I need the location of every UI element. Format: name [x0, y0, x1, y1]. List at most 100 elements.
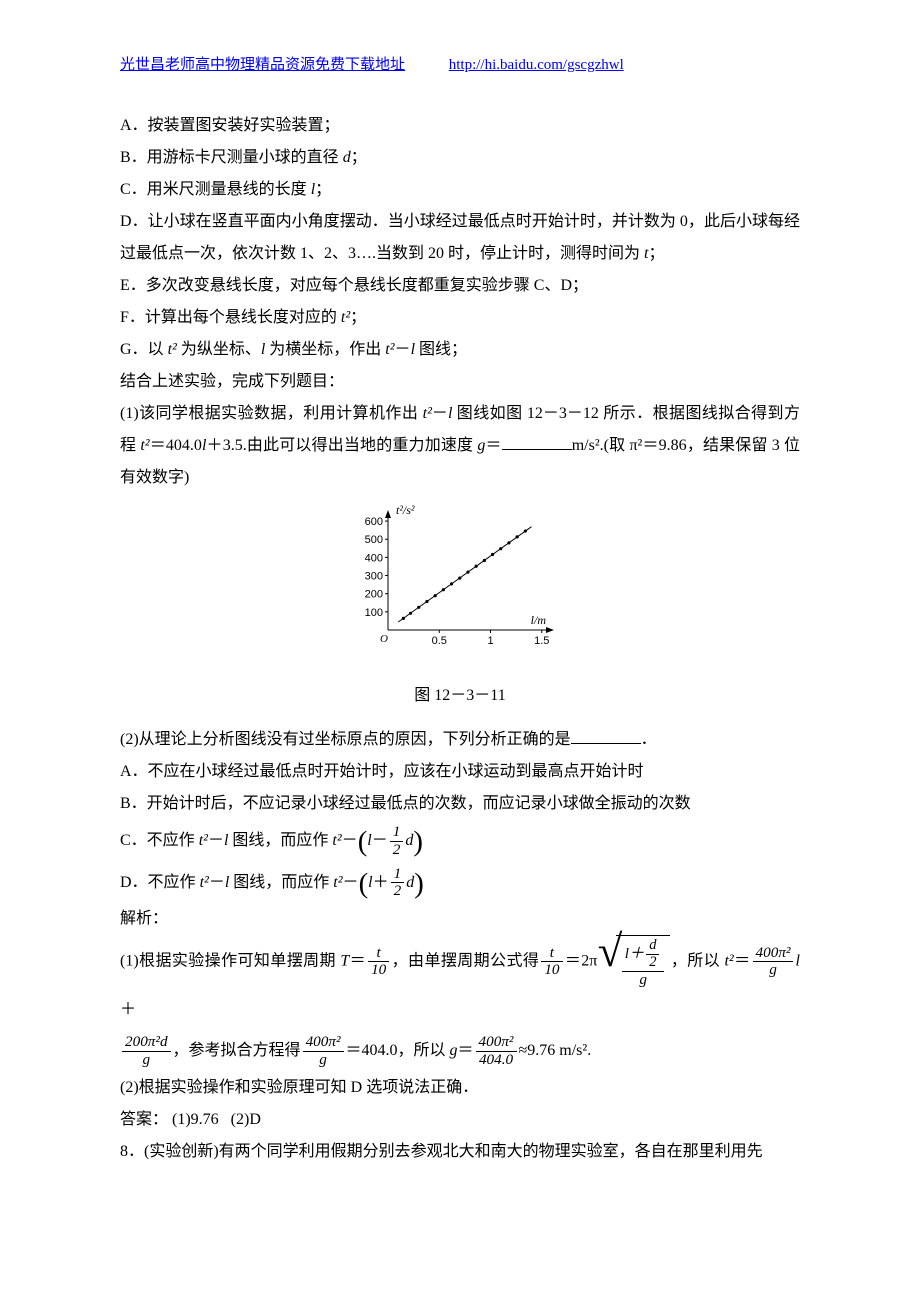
frac-ld2g: l＋d2g — [622, 938, 665, 988]
q1-t2: t² — [423, 405, 432, 422]
den: 2 — [646, 955, 659, 971]
frac-400-404: 400π²404.0 — [476, 1034, 517, 1068]
sol-eq2: ＝2π — [565, 953, 598, 970]
chart-caption: 图 12－3－11 — [120, 680, 800, 712]
q8: 8．(实验创新)有两个同学利用假期分别去参观北大和南大的物理实验室，各自在那里利… — [120, 1136, 800, 1168]
sol-so: ，所以 — [670, 953, 724, 970]
num: 400π² — [303, 1034, 344, 1052]
num: 400π² — [753, 945, 794, 963]
svg-text:1.5: 1.5 — [534, 635, 549, 647]
q2d-t2: t² — [200, 874, 209, 891]
q2-d-pre: D．不应作 — [120, 874, 200, 891]
solution-p3: (2)根据实验操作和实验原理可知 D 选项说法正确． — [120, 1072, 800, 1104]
var-t2-g2: t² — [385, 341, 394, 358]
page-header: 光世昌老师高中物理精品资源免费下载地址 http://hi.baidu.com/… — [120, 50, 800, 80]
step-c-post: ； — [315, 181, 331, 198]
q1: (1)该同学根据实验数据，利用计算机作出 t²－l 图线如图 12－3－12 所… — [120, 398, 800, 494]
frac-t10: t10 — [368, 945, 389, 979]
step-d-post: ； — [648, 245, 664, 262]
step-g-mid2: 为横坐标，作出 — [265, 341, 385, 358]
step-c: C．用米尺测量悬线的长度 l； — [120, 174, 800, 206]
q2-blank — [571, 727, 641, 744]
svg-text:100: 100 — [365, 607, 383, 619]
q2c-t2b: t² — [332, 832, 341, 849]
svg-text:200: 200 — [365, 589, 383, 601]
svg-text:O: O — [380, 633, 388, 645]
q1-unit: m/s² — [572, 437, 600, 454]
sol-eq: ＝ — [349, 953, 366, 970]
q2-c: C．不应作 t²－l 图线，而应作 t²－(l－12d) — [120, 820, 800, 862]
svg-text:0.5: 0.5 — [432, 635, 447, 647]
frac-half-d: 12 — [391, 866, 405, 900]
sol-t2: t² — [724, 953, 733, 970]
num: t — [541, 945, 562, 963]
num: 400π² — [476, 1034, 517, 1052]
num-plus: ＋ — [629, 945, 644, 962]
solution-p1: (1)根据实验操作可知单摆周期 T＝t10，由单摆周期公式得t10＝2π √l＋… — [120, 935, 800, 1030]
step-f-post: ； — [350, 309, 366, 326]
solution-p1b: 200π²dg，参考拟合方程得400π²g＝404.0，所以 g＝400π²40… — [120, 1030, 800, 1072]
step-g-mid1: 为纵坐标、 — [177, 341, 261, 358]
q1-equals: ＝ — [485, 437, 501, 454]
q1-t2b: t² — [140, 437, 149, 454]
scatter-chart: 1002003004005006000.511.5Ot²/s²l/m — [350, 502, 570, 652]
paren-r: ) — [413, 825, 423, 857]
den: g — [622, 972, 665, 989]
sol-l: l — [795, 953, 799, 970]
var-t2: t² — [341, 309, 350, 326]
sol-p2-eq2: ＝ — [458, 1042, 474, 1059]
header-download-link[interactable]: 光世昌老师高中物理精品资源免费下载地址 — [120, 57, 405, 73]
sol-mid: ，由单摆周期公式得 — [391, 953, 539, 970]
step-b-pre: B．用游标卡尺测量小球的直径 — [120, 149, 343, 166]
sol-T: T — [340, 953, 349, 970]
sqrt-body: l＋d2g — [616, 935, 671, 988]
paren-l: ( — [358, 825, 368, 857]
svg-text:600: 600 — [365, 516, 383, 528]
step-b: B．用游标卡尺测量小球的直径 d； — [120, 142, 800, 174]
svg-text:l/m: l/m — [531, 613, 547, 627]
q1-blank — [502, 433, 572, 450]
frac-t10b: t10 — [541, 945, 562, 979]
answer: 答案： (1)9.76 (2)D — [120, 1104, 800, 1136]
header-url-link[interactable]: http://hi.baidu.com/gscgzhwl — [449, 57, 624, 73]
q2-b: B．开始计时后，不应记录小球经过最低点的次数，而应记录小球做全振动的次数 — [120, 788, 800, 820]
svg-text:300: 300 — [365, 571, 383, 583]
den: g — [753, 962, 794, 979]
step-c-pre: C．用米尺测量悬线的长度 — [120, 181, 311, 198]
frac-half-c: 12 — [390, 824, 404, 858]
paren-l2: ( — [359, 867, 369, 899]
frac-400gb: 400π²g — [303, 1034, 344, 1068]
q2d-t2b: t² — [333, 874, 342, 891]
step-f: F．计算出每个悬线长度对应的 t²； — [120, 302, 800, 334]
q1-eq: ＝404.0 — [150, 437, 202, 454]
sqrt-sign: √ — [598, 929, 623, 974]
q2-d-mid: 图线，而应作 — [229, 874, 333, 891]
q2c-t2: t² — [199, 832, 208, 849]
frac-d2: d2 — [646, 938, 659, 971]
q2-c-mid: 图线，而应作 — [228, 832, 332, 849]
den: g — [122, 1052, 171, 1069]
q2-stem-text: (2)从理论上分析图线没有过坐标原点的原因，下列分析正确的是 — [120, 731, 571, 748]
num: d — [646, 938, 659, 955]
sol-p1-pre: (1)根据实验操作可知单摆周期 — [120, 953, 340, 970]
svg-text:500: 500 — [365, 534, 383, 546]
svg-text:400: 400 — [365, 552, 383, 564]
frac-200g: 200π²dg — [122, 1034, 171, 1068]
num: 1 — [390, 824, 404, 842]
den: 10 — [368, 962, 389, 979]
step-b-post: ； — [351, 149, 367, 166]
step-g: G．以 t² 为纵坐标、l 为横坐标，作出 t²－l 图线； — [120, 334, 800, 366]
q2-c-pre: C．不应作 — [120, 832, 199, 849]
q2d-lb: l — [368, 874, 372, 891]
num: t — [368, 945, 389, 963]
q2-d: D．不应作 t²－l 图线，而应作 t²－(l＋12d) — [120, 862, 800, 904]
step-d: D．让小球在竖直平面内小角度摆动．当小球经过最低点时开始计时，并计数为 0，此后… — [120, 206, 800, 270]
sqrt: √l＋d2g — [602, 935, 671, 988]
var-t2-g: t² — [168, 341, 177, 358]
q2c-lb: l — [367, 832, 371, 849]
num: l＋d2 — [622, 938, 665, 972]
step-e: E．多次改变悬线长度，对应每个悬线长度都重复实验步骤 C、D； — [120, 270, 800, 302]
svg-text:t²/s²: t²/s² — [396, 503, 415, 517]
q2-period: ． — [641, 731, 657, 748]
sol-p2-pre: ，参考拟合方程得 — [173, 1042, 301, 1059]
